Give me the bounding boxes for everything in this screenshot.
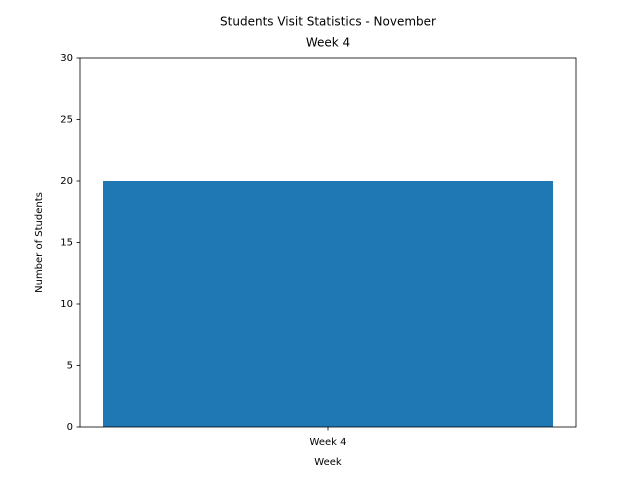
y-tick-label: 10	[60, 299, 73, 310]
y-tick-label: 20	[60, 176, 73, 187]
y-tick-label: 15	[60, 238, 73, 249]
y-tick-label: 0	[67, 422, 73, 433]
x-axis-label: Week	[314, 457, 342, 468]
y-tick-label: 25	[60, 115, 73, 126]
bar	[103, 181, 554, 427]
plot-frame	[79, 57, 577, 428]
y-axis-label: Number of Students	[34, 192, 45, 293]
chart-title: Students Visit Statistics - November	[220, 15, 436, 29]
y-tick-label: 5	[67, 361, 73, 372]
chart-title: Week 4	[306, 36, 350, 50]
y-tick-label: 30	[60, 53, 73, 64]
x-tick-label: Week 4	[310, 437, 347, 448]
